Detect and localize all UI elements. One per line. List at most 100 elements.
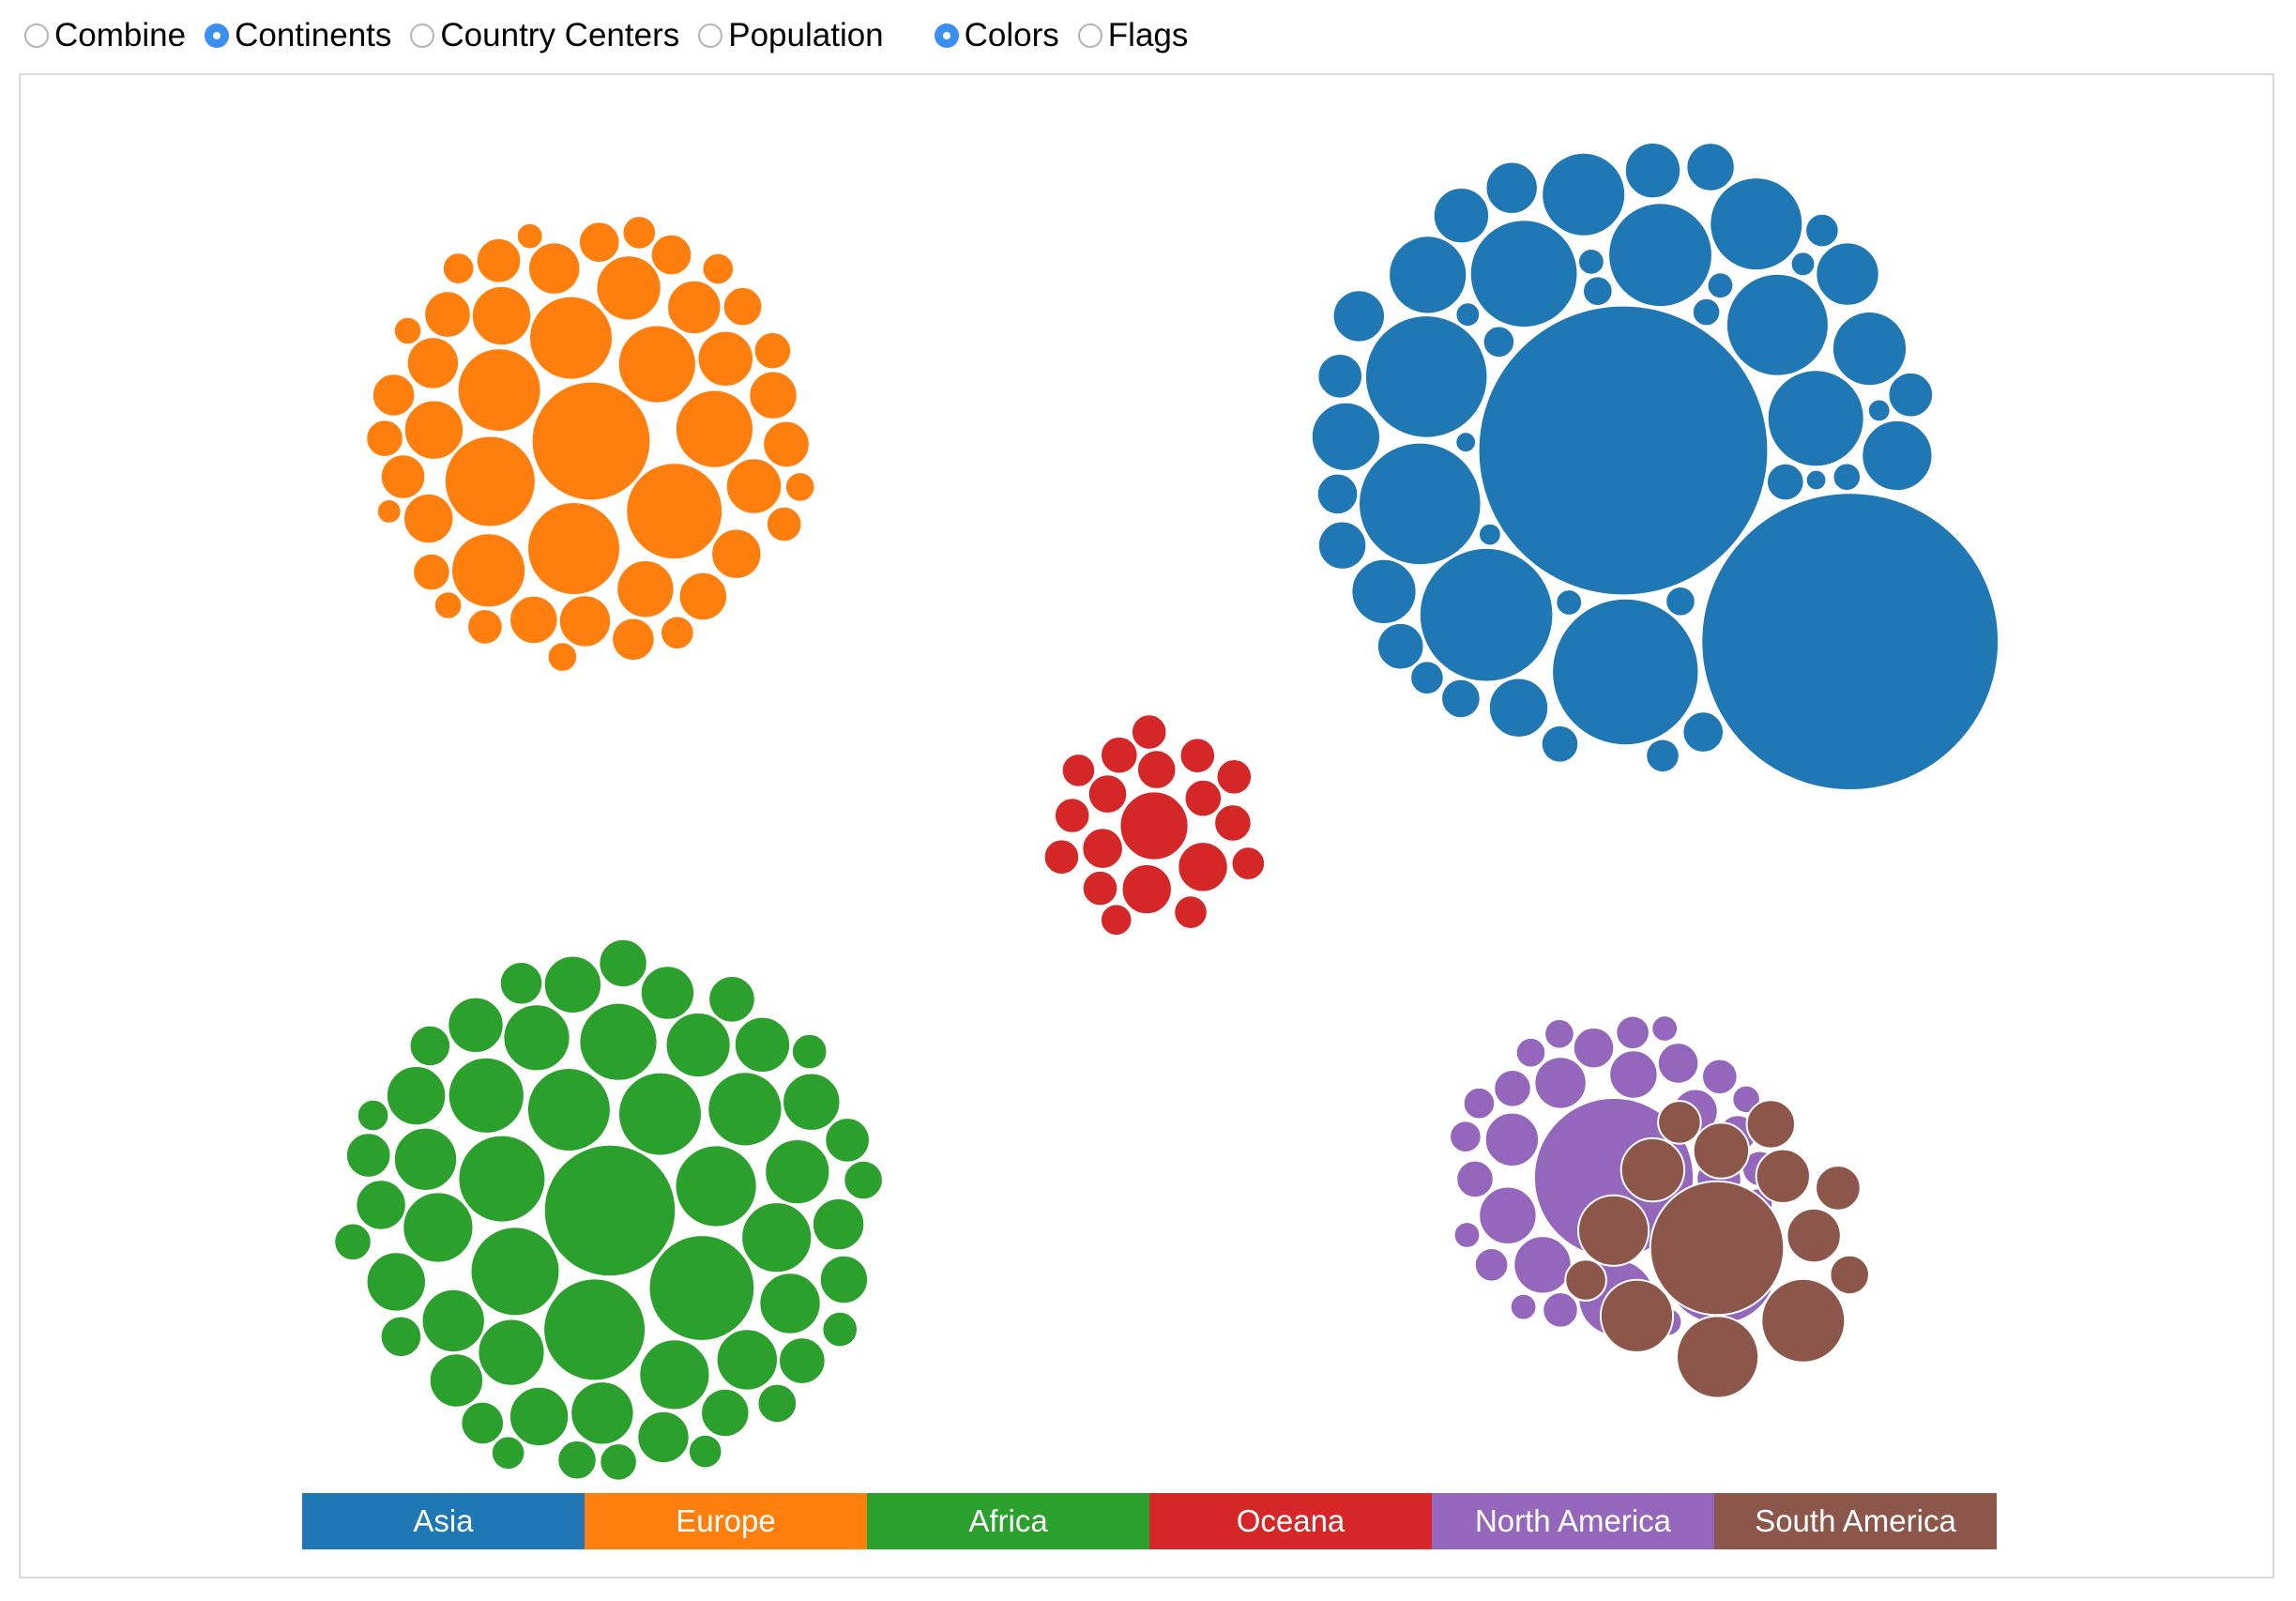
bubble-asia[interactable] (1409, 660, 1445, 696)
bubble-south-america[interactable] (1829, 1254, 1870, 1296)
bubble-asia[interactable] (1691, 297, 1722, 328)
bubble-africa[interactable] (508, 1385, 570, 1448)
bubble-africa[interactable] (687, 1433, 723, 1470)
bubble-asia[interactable] (1477, 304, 1770, 597)
bubble-africa[interactable] (639, 965, 696, 1021)
country-centers-radio[interactable] (410, 23, 435, 48)
bubble-asia[interactable] (1310, 401, 1382, 472)
bubble-africa[interactable] (636, 1410, 691, 1465)
bubble-oceana[interactable] (1081, 827, 1124, 870)
bubble-europe[interactable] (701, 252, 736, 286)
bubble-north-america[interactable] (1572, 1026, 1616, 1070)
bubble-oceana[interactable] (1178, 737, 1217, 775)
bubble-europe[interactable] (412, 552, 451, 592)
bubble-north-america[interactable] (1533, 1056, 1588, 1110)
continents-radio[interactable] (205, 23, 230, 48)
bubble-europe[interactable] (403, 399, 465, 461)
bubble-africa[interactable] (447, 1056, 525, 1135)
bubble-north-america[interactable] (1542, 1291, 1579, 1329)
bubble-north-america[interactable] (1615, 1014, 1650, 1051)
bubble-asia[interactable] (1706, 271, 1735, 300)
bubble-europe[interactable] (611, 617, 656, 663)
bubble-europe[interactable] (765, 505, 803, 543)
bubble-europe[interactable] (433, 590, 464, 620)
bubble-south-america[interactable] (1564, 1258, 1607, 1302)
bubble-africa[interactable] (477, 1318, 546, 1387)
bubble-asia[interactable] (1540, 724, 1580, 764)
bubble-north-america[interactable] (1701, 1058, 1739, 1096)
bubble-europe[interactable] (441, 252, 476, 285)
bubble-europe[interactable] (365, 419, 404, 459)
bubble-asia[interactable] (1577, 248, 1605, 276)
bubble-europe[interactable] (546, 641, 579, 673)
bubble-africa[interactable] (355, 1179, 407, 1231)
bubble-africa[interactable] (782, 1072, 842, 1132)
bubble-europe[interactable] (530, 380, 652, 502)
bubble-europe[interactable] (753, 330, 793, 371)
bubble-asia[interactable] (1487, 677, 1550, 739)
bubble-oceana[interactable] (1060, 753, 1097, 788)
bubble-north-america[interactable] (1513, 1235, 1573, 1295)
bubble-oceana[interactable] (1215, 758, 1254, 796)
bubble-asia[interactable] (1861, 419, 1934, 493)
bubble-asia[interactable] (1681, 710, 1725, 754)
legend-item-asia[interactable]: Asia (302, 1493, 585, 1549)
bubble-asia[interactable] (1484, 160, 1539, 215)
bubble-oceana[interactable] (1183, 778, 1224, 818)
bubble-asia[interactable] (1363, 314, 1489, 439)
bubble-europe[interactable] (456, 347, 542, 434)
bubble-oceana[interactable] (1130, 713, 1168, 751)
bubble-asia[interactable] (1555, 588, 1584, 617)
bubble-europe[interactable] (392, 315, 423, 346)
country-centers-option[interactable]: Country Centers (410, 17, 679, 54)
bubble-south-america[interactable] (1577, 1194, 1650, 1267)
bubble-north-america[interactable] (1493, 1069, 1532, 1108)
bubble-africa[interactable] (664, 1011, 732, 1079)
bubble-europe[interactable] (616, 324, 697, 404)
bubble-asia[interactable] (1709, 176, 1804, 272)
bubble-north-america[interactable] (1473, 1247, 1510, 1283)
bubble-europe[interactable] (722, 285, 764, 328)
bubble-europe[interactable] (528, 295, 614, 381)
bubble-south-america[interactable] (1745, 1099, 1797, 1150)
bubble-asia[interactable] (1551, 597, 1700, 747)
bubble-europe[interactable] (595, 254, 662, 322)
bubble-south-america[interactable] (1815, 1165, 1862, 1212)
bubble-africa[interactable] (778, 1336, 827, 1385)
bubble-asia[interactable] (1541, 151, 1627, 237)
bubble-asia[interactable] (1454, 301, 1482, 328)
bubble-north-america[interactable] (1452, 1221, 1482, 1249)
bubble-oceana[interactable] (1087, 773, 1129, 815)
bubble-europe[interactable] (443, 435, 537, 528)
bubble-europe[interactable] (403, 492, 455, 545)
bubble-north-america[interactable] (1543, 1017, 1575, 1050)
bubble-north-america[interactable] (1656, 1042, 1700, 1085)
bubble-asia[interactable] (1482, 325, 1516, 359)
bubble-europe[interactable] (696, 329, 754, 388)
bubble-asia[interactable] (1832, 462, 1863, 493)
bubble-asia[interactable] (1789, 251, 1817, 278)
bubble-asia[interactable] (1685, 142, 1736, 192)
bubble-africa[interactable] (824, 1117, 871, 1164)
bubble-africa[interactable] (385, 1064, 448, 1127)
bubble-south-america[interactable] (1786, 1207, 1842, 1264)
bubble-north-america[interactable] (1509, 1292, 1538, 1321)
bubble-africa[interactable] (420, 1288, 486, 1354)
bubble-oceana[interactable] (1177, 841, 1229, 893)
bubble-africa[interactable] (344, 1132, 392, 1179)
bubble-south-america[interactable] (1599, 1278, 1675, 1353)
population-radio[interactable] (698, 23, 723, 48)
bubble-africa[interactable] (379, 1315, 423, 1359)
bubble-oceana[interactable] (1135, 749, 1178, 790)
bubble-africa[interactable] (408, 1024, 452, 1068)
bubble-africa[interactable] (638, 1338, 711, 1411)
bubble-africa[interactable] (570, 1380, 635, 1446)
bubble-asia[interactable] (1607, 202, 1713, 309)
bubble-africa[interactable] (525, 1067, 612, 1152)
bubble-africa[interactable] (674, 1144, 758, 1228)
bubble-africa[interactable] (707, 975, 756, 1024)
bubble-africa[interactable] (617, 1071, 703, 1157)
bubble-europe[interactable] (616, 559, 676, 619)
bubble-north-america[interactable] (1650, 1014, 1680, 1043)
bubble-south-america[interactable] (1619, 1136, 1686, 1203)
